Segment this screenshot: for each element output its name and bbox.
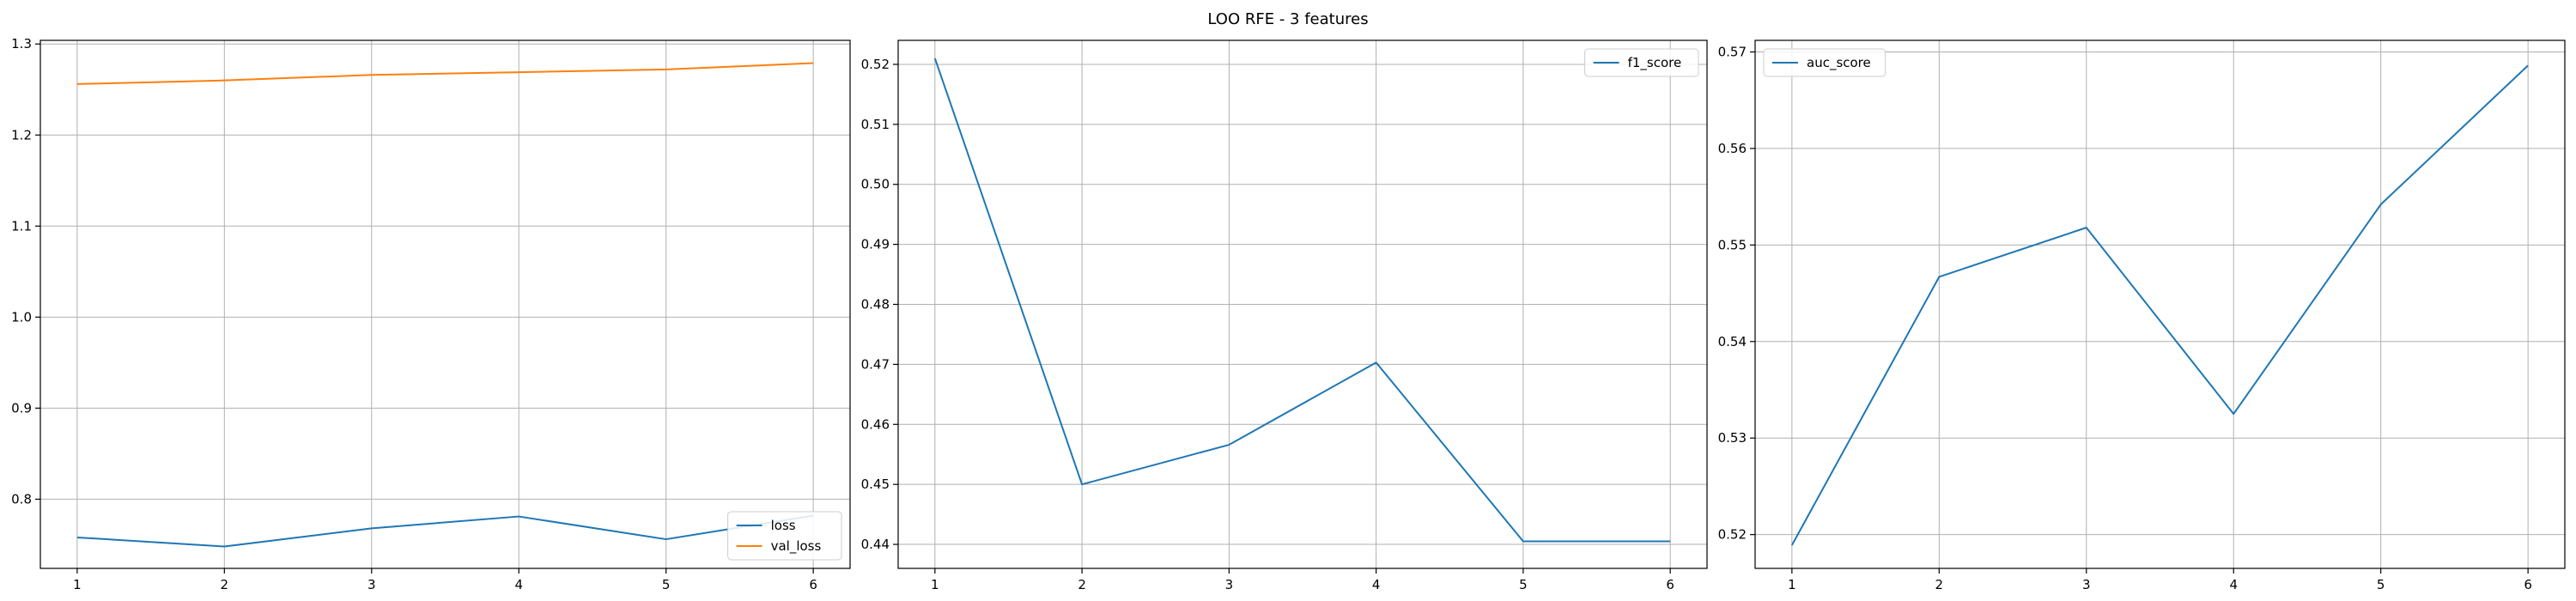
y-tick-label: 0.48 (861, 297, 890, 313)
y-tick-label: 0.53 (1718, 430, 1747, 446)
y-tick-label: 0.55 (1718, 237, 1747, 252)
y-tick-label: 0.45 (861, 477, 890, 492)
y-tick-label: 0.54 (1718, 334, 1747, 349)
axes-frame (39, 39, 851, 569)
series-line-loss (76, 514, 814, 548)
grid (1755, 40, 2565, 568)
legend-box (1763, 48, 1886, 77)
x-tick-label: 1 (931, 577, 939, 592)
x-tick-label: 1 (73, 577, 82, 592)
x-tick-label: 4 (2229, 577, 2238, 592)
y-tick-label: 0.8 (11, 491, 32, 507)
x-tick-label: 2 (1078, 577, 1086, 592)
chart-panel-2: 1 2 3 4 5 6 0.44 0.45 0.46 0.47 0.48 0.49 0.50 0.51 0.… (861, 39, 1708, 592)
y-tick-label: 0.46 (861, 416, 890, 432)
x-tick-label: 6 (2524, 577, 2532, 592)
series-line-f1-score (933, 58, 1671, 543)
legend: f1_score (1584, 48, 1699, 77)
x-tick-label: 6 (1666, 577, 1674, 592)
x-tick-label: 5 (1519, 577, 1528, 592)
y-tick-label: 0.52 (861, 57, 890, 72)
legend-label: auc_score (1807, 55, 1871, 71)
y-tick-label: 0.56 (1718, 141, 1747, 156)
y-tick-label: 0.50 (861, 177, 890, 192)
x-tick-label: 5 (662, 577, 671, 592)
x-tick-label: 5 (2377, 577, 2385, 592)
chart-panel-3: 1 2 3 4 5 6 0.52 0.53 0.54 0.55 0.56 0.57 auc_score (1718, 39, 2566, 592)
series-line-auc-score (1790, 64, 2529, 546)
x-tick-label: 3 (2082, 577, 2091, 592)
grid (40, 40, 850, 568)
y-tick-label: 0.52 (1718, 527, 1747, 543)
y-tick-label: 0.44 (861, 537, 890, 552)
x-tick-label: 3 (368, 577, 376, 592)
y-tick-label: 0.57 (1718, 44, 1747, 59)
axes-frame (897, 39, 1708, 569)
legend-box (727, 511, 842, 561)
y-tick-label: 0.9 (11, 400, 32, 416)
legend: loss val_loss (727, 511, 842, 561)
y-tick-label: 1.1 (11, 218, 32, 234)
figure-title: LOO RFE - 3 features (1207, 10, 1368, 28)
y-tick-label: 0.49 (861, 237, 890, 252)
series-line-val-loss (76, 62, 814, 85)
y-tick-label: 0.51 (861, 117, 890, 132)
axes-frame (1754, 39, 2566, 569)
x-tick-label: 2 (1935, 577, 1944, 592)
y-tick-label: 1.3 (11, 36, 32, 52)
chart-panel-1: 1 2 3 4 5 6 0.8 0.9 1.0 1.1 1.2 1.3 loss val_loss (11, 36, 851, 592)
x-tick-label: 4 (514, 577, 523, 592)
legend-label: val_loss (771, 538, 822, 555)
legend: auc_score (1763, 48, 1886, 77)
legend-label: loss (771, 518, 796, 533)
legend-label: f1_score (1628, 55, 1682, 71)
x-tick-label: 6 (809, 577, 817, 592)
legend-box (1584, 48, 1699, 77)
charts: 1 2 3 4 5 6 0.8 0.9 1.0 1.1 1.2 1.3 loss val_loss 1 2 3 4… (11, 36, 2566, 592)
x-tick-label: 3 (1225, 577, 1234, 592)
y-tick-label: 0.47 (861, 356, 890, 372)
x-tick-label: 2 (221, 577, 229, 592)
grid (898, 40, 1707, 568)
y-tick-label: 1.2 (11, 127, 32, 143)
y-tick-label: 1.0 (11, 309, 32, 325)
x-tick-label: 4 (1372, 577, 1381, 592)
x-tick-label: 1 (1788, 577, 1796, 592)
